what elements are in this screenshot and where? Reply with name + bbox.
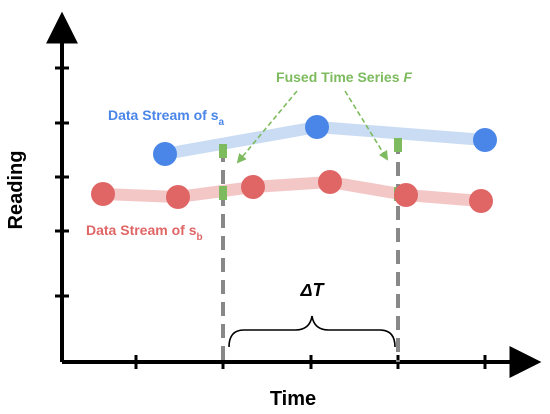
stream-b-point (166, 185, 190, 209)
stream-b-point (91, 182, 115, 206)
stream-a-label-text: Data Stream of s (108, 107, 219, 123)
stream-b-label-text: Data Stream of s (86, 222, 197, 238)
stream-a-point (473, 128, 497, 152)
fused-arrow-right (344, 90, 389, 161)
fused-arrow-left (236, 90, 298, 164)
fused-series-label: Fused Time Series F (276, 69, 412, 85)
fused-series-prefix: Fused Time Series (276, 69, 403, 85)
fused-mark-start-a (219, 144, 227, 158)
stream-a-point (305, 115, 329, 139)
stream-a-label-sub: a (218, 117, 224, 128)
y-axis-label: Reading (5, 151, 27, 230)
stream-b-label-sub: b (196, 232, 202, 243)
stream-a-point (153, 142, 177, 166)
stream-b-point (318, 170, 342, 194)
stream-b-line (97, 176, 487, 207)
delta-brace (228, 315, 396, 348)
fused-mark-start-b (219, 186, 227, 200)
x-axis-label: Time (270, 388, 316, 410)
stream-a-label: Data Stream of sa (108, 107, 224, 128)
stream-b-point (241, 175, 265, 199)
axes (46, 11, 542, 378)
stream-b-point (394, 183, 418, 207)
stream-b-label: Data Stream of sb (86, 222, 203, 243)
delta-t-label: ΔT (299, 280, 325, 300)
fused-series-var: F (403, 69, 412, 85)
fused-mark-end-a (394, 138, 402, 152)
stream-b-point (469, 189, 493, 213)
